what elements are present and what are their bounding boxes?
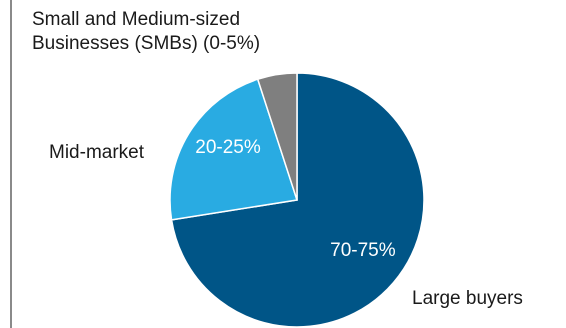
smb-category-label: Small and Medium-sized Businesses (SMBs)… [32, 8, 260, 56]
pie-slice-value-label-2: 20-25% [195, 137, 261, 158]
smb-label-line-2: Businesses (SMBs) (0-5%) [32, 33, 261, 54]
large-buyers-category-label: Large buyers [412, 288, 523, 309]
pie-slice-3 [256, 72, 298, 201]
pie-slices [169, 72, 425, 328]
mid-market-category-label: Mid-market [49, 142, 145, 163]
pie-slice-value-label-1: 70-75% [330, 240, 396, 261]
left-frame-line [10, 0, 12, 328]
pie-slice-2 [169, 78, 298, 221]
smb-label-line-1: Small and Medium-sized [32, 9, 241, 30]
pie-value-labels: 70-75% 20-25% [195, 137, 395, 261]
